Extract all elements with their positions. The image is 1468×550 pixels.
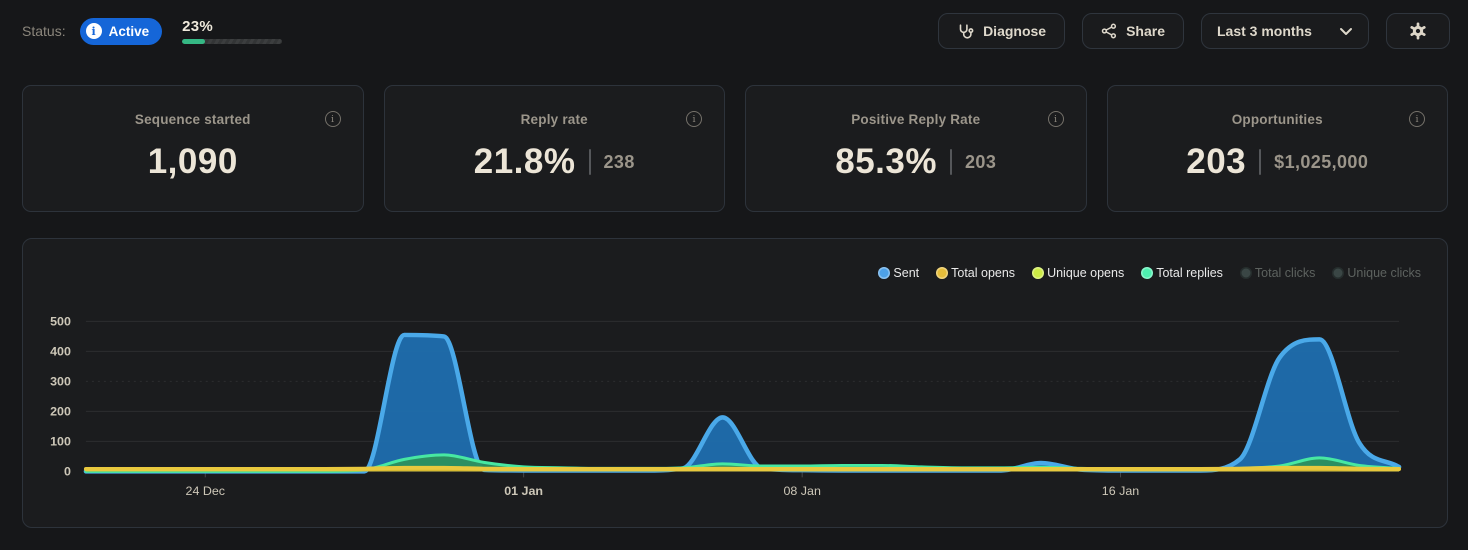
status-label: Status: bbox=[22, 23, 66, 39]
settings-button[interactable] bbox=[1386, 13, 1450, 49]
svg-text:16 Jan: 16 Jan bbox=[1102, 484, 1140, 498]
stat-card-value: 203 bbox=[1186, 142, 1247, 181]
stat-card-sequence-started: Sequence started 1,090 bbox=[22, 85, 364, 212]
stat-card-secondary: 203 bbox=[965, 151, 997, 172]
traffic-chart[interactable]: 0 100 200 300 400 500 24 Dec 01 Jan 08 Jan 16 Jan bbox=[23, 239, 1447, 527]
stat-card-value: 85.3% bbox=[835, 142, 937, 181]
period-dropdown[interactable]: Last 3 months bbox=[1201, 13, 1369, 49]
legend-item-sent[interactable]: Sent bbox=[878, 266, 919, 280]
value-divider bbox=[588, 149, 591, 175]
share-button[interactable]: Share bbox=[1082, 13, 1184, 49]
legend-label: Unique opens bbox=[1047, 266, 1125, 280]
legend-dot bbox=[878, 267, 891, 279]
stat-card-opportunities: Opportunities 203 $1,025,000 bbox=[1106, 85, 1448, 212]
svg-text:24 Dec: 24 Dec bbox=[186, 484, 226, 498]
stat-card-title: Reply rate bbox=[520, 112, 588, 127]
diagnose-label: Diagnose bbox=[983, 23, 1047, 39]
info-icon[interactable] bbox=[324, 111, 341, 127]
legend-dot bbox=[1032, 267, 1045, 279]
legend-label: Sent bbox=[893, 266, 920, 280]
legend-item-unique-clicks[interactable]: Unique clicks bbox=[1332, 266, 1421, 280]
svg-text:300: 300 bbox=[50, 374, 71, 388]
status-badge-label: Active bbox=[108, 23, 150, 39]
svg-text:400: 400 bbox=[50, 344, 71, 358]
top-bar: Status: Active 23% Diagnose bbox=[0, 0, 1468, 62]
legend-item-total-replies[interactable]: Total replies bbox=[1141, 266, 1223, 280]
toolbar: Diagnose Share Last 3 months bbox=[938, 13, 1450, 49]
value-divider bbox=[950, 149, 952, 175]
legend-dot bbox=[936, 267, 949, 279]
svg-text:100: 100 bbox=[50, 434, 71, 448]
share-label: Share bbox=[1126, 23, 1165, 39]
stat-card-title: Positive Reply Rate bbox=[851, 112, 981, 127]
stat-card-value: 21.8% bbox=[473, 142, 576, 181]
legend-item-total-clicks[interactable]: Total clicks bbox=[1239, 266, 1316, 280]
chevron-down-icon bbox=[1340, 27, 1352, 35]
period-dropdown-value: Last 3 months bbox=[1217, 23, 1312, 39]
svg-text:500: 500 bbox=[50, 314, 71, 328]
gear-icon bbox=[1410, 22, 1426, 40]
stat-card-secondary: $1,025,000 bbox=[1274, 151, 1369, 172]
legend-label: Unique clicks bbox=[1347, 266, 1421, 280]
progress-bar bbox=[182, 39, 283, 44]
legend-dot bbox=[1239, 267, 1252, 279]
progress-bar-fill bbox=[182, 39, 206, 44]
legend-item-unique-opens[interactable]: Unique opens bbox=[1032, 266, 1124, 280]
status-badge[interactable]: Active bbox=[79, 17, 163, 45]
stat-card-reply-rate: Reply rate 21.8% 238 bbox=[383, 85, 725, 212]
legend-label: Total replies bbox=[1156, 266, 1223, 280]
svg-text:200: 200 bbox=[50, 404, 71, 418]
stat-cards-row: Sequence started 1,090 Reply rate 21.8% … bbox=[22, 85, 1448, 212]
stethoscope-icon bbox=[959, 23, 974, 39]
progress-group: 23% bbox=[182, 18, 283, 44]
chart-legend: Sent Total opens Unique opens Total replies… bbox=[878, 266, 1421, 280]
value-divider bbox=[1259, 149, 1262, 175]
legend-item-total-opens[interactable]: Total opens bbox=[936, 266, 1015, 280]
info-icon[interactable] bbox=[1047, 111, 1064, 127]
share-icon bbox=[1101, 23, 1117, 39]
progress-percent: 23% bbox=[182, 18, 214, 35]
chart-panel: Sent Total opens Unique opens Total replies… bbox=[22, 238, 1448, 528]
stat-card-title: Opportunities bbox=[1231, 112, 1323, 127]
stat-card-title: Sequence started bbox=[134, 112, 251, 127]
status-group: Status: Active 23% bbox=[22, 17, 283, 45]
stat-card-secondary: 238 bbox=[603, 151, 635, 172]
svg-text:0: 0 bbox=[64, 464, 71, 478]
diagnose-button[interactable]: Diagnose bbox=[938, 13, 1066, 49]
stat-card-value: 1,090 bbox=[147, 142, 238, 181]
legend-label: Total opens bbox=[951, 266, 1016, 280]
svg-text:01 Jan: 01 Jan bbox=[504, 484, 543, 498]
svg-text:08 Jan: 08 Jan bbox=[783, 484, 821, 498]
stat-card-positive-reply-rate: Positive Reply Rate 85.3% 203 bbox=[745, 85, 1087, 212]
info-icon[interactable] bbox=[1409, 111, 1425, 127]
legend-label: Total clicks bbox=[1254, 266, 1316, 280]
legend-dot bbox=[1141, 267, 1154, 279]
legend-dot bbox=[1332, 267, 1345, 279]
info-icon bbox=[85, 23, 102, 39]
info-icon[interactable] bbox=[686, 111, 702, 127]
